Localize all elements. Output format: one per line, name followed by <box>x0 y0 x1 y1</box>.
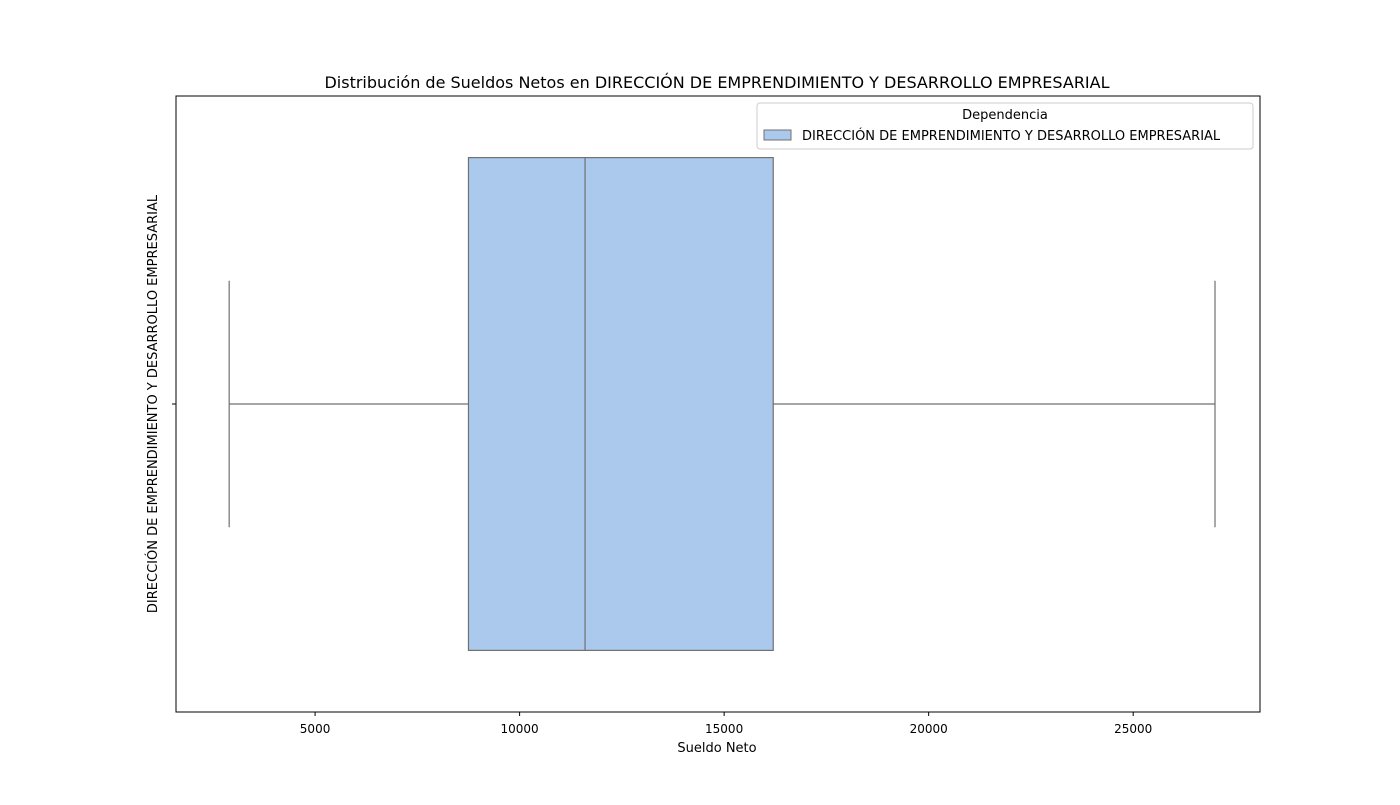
x-tick-label: 10000 <box>501 722 539 736</box>
iqr-box <box>467 157 774 651</box>
x-ticks: 5000 10000 15000 20000 25000 <box>300 712 1152 736</box>
x-axis-label: Sueldo Neto <box>677 741 756 756</box>
legend: Dependencia DIRECCIÓN DE EMPRENDIMIENTO … <box>756 102 1254 150</box>
x-tick-label: 25000 <box>1114 722 1152 736</box>
legend-title: Dependencia <box>962 108 1048 123</box>
x-tick-label: 5000 <box>300 722 331 736</box>
legend-entry: DIRECCIÓN DE EMPRENDIMIENTO Y DESARROLLO… <box>802 128 1221 144</box>
x-tick-label: 15000 <box>705 722 743 736</box>
x-tick-label: 20000 <box>910 722 948 736</box>
chart-title: Distribución de Sueldos Netos en DIRECCI… <box>324 73 1109 92</box>
box-layer <box>228 157 1216 651</box>
y-axis-label: DIRECCIÓN DE EMPRENDIMIENTO Y DESARROLLO… <box>145 194 161 613</box>
plot-area: 5000 10000 15000 20000 25000 <box>172 95 1261 736</box>
legend-swatch <box>763 129 792 141</box>
legend-frame <box>756 102 1254 150</box>
